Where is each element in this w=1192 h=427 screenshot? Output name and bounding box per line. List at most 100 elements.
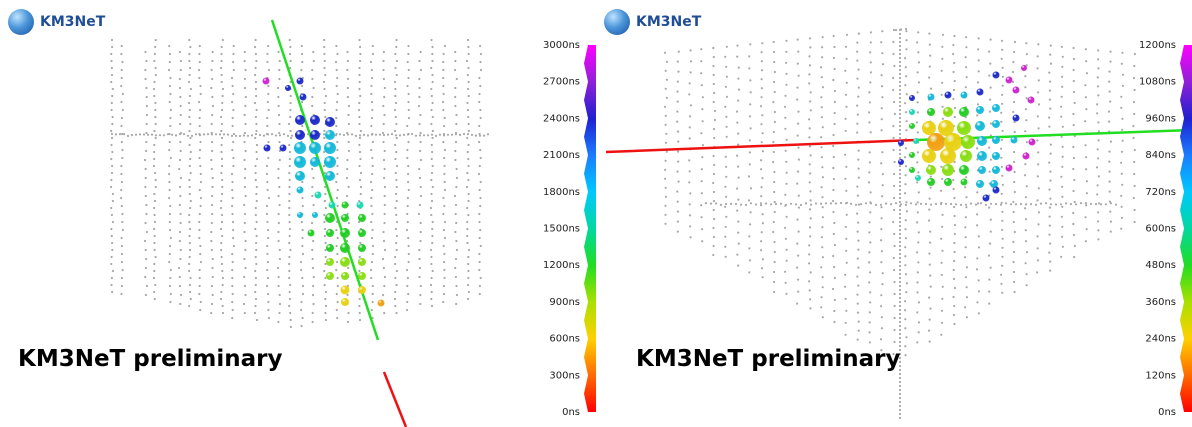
dom-dot <box>797 74 800 77</box>
dom-dot <box>1072 189 1075 193</box>
dom-dot <box>454 266 457 270</box>
dom-dot <box>479 60 482 64</box>
dom-dot <box>120 292 123 296</box>
dom-dot <box>430 213 433 217</box>
dom-dot <box>928 318 931 321</box>
dom-dot <box>211 194 214 198</box>
dom-dot <box>479 196 482 200</box>
dom-dot <box>430 192 433 196</box>
dom-dot <box>110 157 113 161</box>
dom-dot <box>431 185 434 189</box>
dom-dot <box>479 180 482 184</box>
dom-dot <box>121 212 124 216</box>
dom-dot <box>772 100 775 104</box>
dom-dot <box>809 307 812 310</box>
dom-dot <box>190 134 194 137</box>
hit-sphere <box>990 180 998 188</box>
dom-dot <box>1120 172 1123 175</box>
dom-dot <box>145 149 148 153</box>
hit-sphere <box>262 77 270 85</box>
dom-dot <box>324 73 327 77</box>
hit-sphere <box>328 201 336 209</box>
dom-dot <box>700 180 703 183</box>
dom-dot <box>748 235 751 238</box>
dom-dot <box>719 203 723 206</box>
dom-dot <box>773 260 776 264</box>
logo-text: KM3NeT <box>636 14 702 30</box>
dom-dot <box>952 268 955 272</box>
dom-dot <box>904 66 907 69</box>
dom-dot <box>407 188 410 192</box>
dom-dot <box>1107 110 1111 113</box>
dom-dot <box>976 103 980 106</box>
dom-dot <box>478 100 481 104</box>
dom-dot <box>898 152 902 156</box>
dom-dot <box>419 149 422 153</box>
hit-sphere <box>358 272 366 280</box>
dom-dot <box>1037 187 1040 190</box>
dom-dot <box>797 50 800 53</box>
dom-dot <box>712 172 716 176</box>
dom-dot <box>808 64 811 67</box>
dom-dot <box>359 94 362 98</box>
dom-dot <box>1072 68 1075 72</box>
dom-dot <box>255 248 258 252</box>
dom-dot <box>796 86 799 89</box>
dom-dot <box>211 50 214 54</box>
dom-dot <box>358 73 361 77</box>
dom-dot <box>689 192 692 195</box>
dom-dot <box>150 133 154 136</box>
dom-dot <box>188 164 191 168</box>
dom-dot <box>169 124 172 128</box>
dom-dot <box>232 156 235 160</box>
dom-dot <box>454 275 457 279</box>
dom-dot <box>210 221 213 225</box>
dom-dot <box>880 206 883 209</box>
dom-dot <box>324 255 327 259</box>
dom-dot <box>153 269 156 273</box>
dom-dot <box>789 202 793 205</box>
dom-dot <box>288 290 291 294</box>
dom-dot <box>1025 141 1028 144</box>
dom-dot <box>1084 156 1088 159</box>
dom-dot <box>1121 73 1125 76</box>
dom-dot <box>904 255 907 258</box>
dom-dot <box>856 131 859 134</box>
dom-dot <box>904 147 907 150</box>
dom-dot <box>111 45 114 49</box>
dom-dot <box>701 240 704 243</box>
dom-dot <box>266 188 269 192</box>
dom-dot <box>144 275 147 279</box>
dom-dot <box>120 44 123 48</box>
dom-dot <box>342 133 346 137</box>
dom-dot <box>700 168 703 171</box>
dom-dot <box>1120 106 1123 109</box>
dom-dot <box>1108 170 1111 173</box>
hit-sphere <box>340 285 350 295</box>
dom-dot <box>849 202 853 205</box>
dom-dot <box>244 95 247 99</box>
dom-dot <box>358 311 361 315</box>
dom-dot <box>844 202 848 205</box>
dom-dot <box>1121 128 1124 131</box>
dom-dot <box>110 178 113 182</box>
dom-dot <box>892 76 895 80</box>
dom-dot <box>120 284 123 288</box>
dom-dot <box>898 308 902 312</box>
dom-dot <box>336 284 339 288</box>
dom-dot <box>688 170 691 173</box>
dom-dot <box>833 320 836 324</box>
dom-dot <box>892 352 895 356</box>
dom-dot <box>832 199 835 203</box>
dom-dot <box>689 49 692 52</box>
dom-dot <box>821 176 824 179</box>
dom-dot <box>312 284 315 288</box>
dom-dot <box>663 51 667 54</box>
dom-dot <box>299 260 303 264</box>
dom-dot <box>940 333 943 336</box>
dom-dot <box>143 239 147 243</box>
dom-dot <box>358 304 361 308</box>
dom-dot <box>821 256 824 259</box>
dom-dot <box>1000 201 1003 204</box>
hit-sphere <box>325 171 335 181</box>
